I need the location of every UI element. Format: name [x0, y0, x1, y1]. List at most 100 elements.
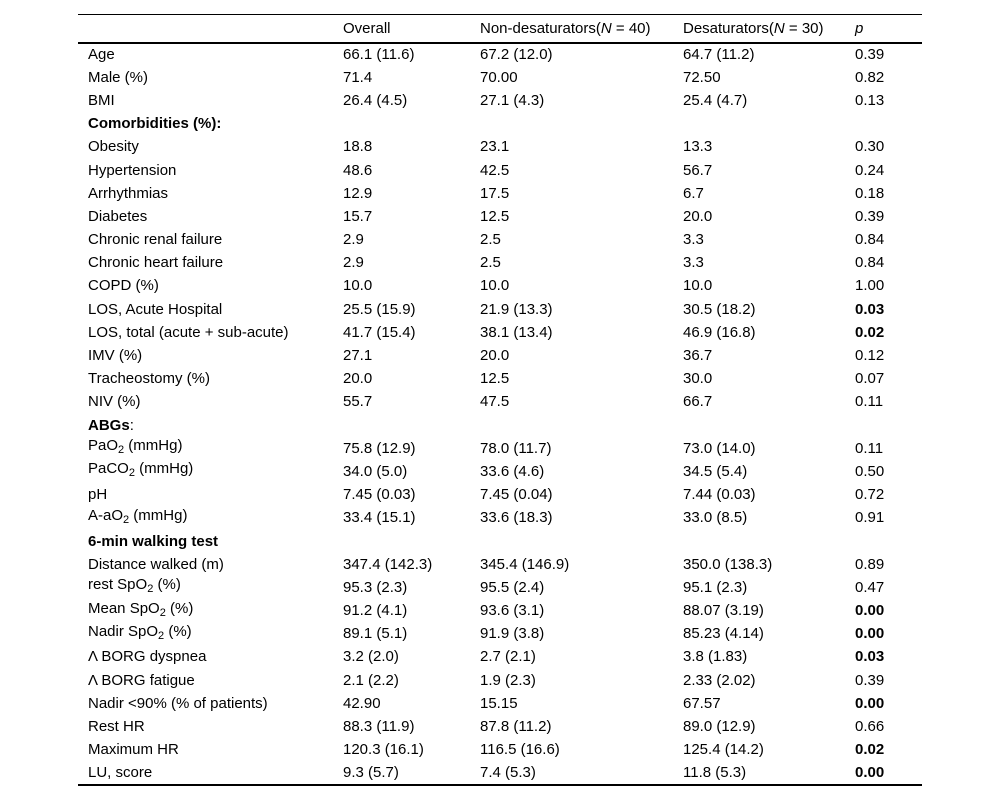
value-cell: 11.8 (5.3) — [683, 763, 747, 781]
value-cell: 2.33 (2.02) — [683, 671, 756, 689]
p-value-cell: 0.39 — [855, 207, 885, 225]
row-label-cell: Tracheostomy (%) — [78, 367, 343, 390]
value-cell: 93.6 (3.1) — [480, 602, 545, 620]
value-cell: 42.5 — [480, 161, 510, 179]
p-value-cell: 0.07 — [855, 370, 885, 388]
text-segment: PaCO — [88, 460, 129, 478]
p-value-cell: 0.24 — [855, 161, 885, 179]
row-label-cell: Male (%) — [78, 66, 343, 89]
column-header: Overall — [343, 14, 480, 44]
value-cell: 55.7 — [343, 393, 373, 411]
p-value-cell: 0.02 — [855, 323, 885, 341]
row-label-cell: pH — [78, 483, 343, 506]
value-cell: 34.5 (5.4) — [683, 462, 748, 480]
row-label-cell: NIV (%) — [78, 390, 343, 413]
bold-text-segment: Comorbidities (%): — [88, 115, 222, 133]
table-row: pH 7.45 (0.03) 7.45 (0.04) 7.44 (0.03) 0.72 — [78, 483, 922, 506]
value-cell: 7.44 (0.03) — [683, 486, 756, 504]
value-cell: 345.4 (146.9) — [480, 555, 570, 573]
value-cell: 56.7 — [683, 161, 713, 179]
table-row: Λ BORG fatigue 2.1 (2.2) 1.9 (2.3) 2.33 (2.… — [78, 669, 922, 692]
row-label-cell: PaO2 (mmHg) — [78, 437, 343, 460]
table-row: PaCO2 (mmHg) 34.0 (5.0) 33.6 (4.6) 34.5 (5.… — [78, 460, 922, 483]
p-value-cell: 1.00 — [855, 277, 885, 295]
value-cell — [683, 529, 855, 552]
text-segment: LOS, Acute Hospital — [88, 300, 223, 318]
row-label-cell: Λ BORG fatigue — [78, 669, 343, 692]
p-value-cell: 0.91 — [855, 509, 885, 527]
p-value-cell: 0.13 — [855, 91, 885, 109]
value-cell: 72.50 — [683, 68, 721, 86]
text-segment: : — [129, 416, 134, 434]
row-label-cell: Hypertension — [78, 158, 343, 181]
value-cell: 64.7 (11.2) — [683, 46, 755, 64]
value-cell: 21.9 (13.3) — [480, 300, 553, 318]
text-segment: (%) — [153, 576, 181, 594]
p-value-cell: 0.84 — [855, 254, 885, 272]
subscript-text-segment: 2 — [159, 606, 166, 619]
p-value-cell: 0.84 — [855, 231, 885, 249]
value-cell: 347.4 (142.3) — [343, 555, 433, 573]
column-header: Desaturators(N = 30) — [683, 14, 855, 44]
value-cell — [683, 414, 855, 437]
text-segment: Overall — [343, 19, 391, 37]
value-cell: 66.1 (11.6) — [343, 46, 415, 64]
text-segment: Chronic renal failure — [88, 231, 223, 249]
row-label-cell: A-aO2 (mmHg) — [78, 506, 343, 529]
text-segment: = 40) — [611, 19, 651, 37]
text-segment: Desaturators( — [683, 19, 774, 37]
value-cell — [480, 112, 683, 135]
row-label-cell: rest SpO2 (%) — [78, 576, 343, 599]
value-cell: 67.57 — [683, 694, 721, 712]
value-cell: 2.5 — [480, 254, 501, 272]
p-value-cell: 0.50 — [855, 462, 885, 480]
value-cell: 78.0 (11.7) — [480, 439, 552, 457]
table-row: Chronic heart failure 2.9 2.5 3.3 0.84 — [78, 251, 922, 274]
value-cell: 30.0 — [683, 370, 713, 388]
italic-text-segment: N — [600, 19, 612, 37]
value-cell: 67.2 (12.0) — [480, 46, 553, 64]
table-row: Obesity 18.8 23.1 13.3 0.30 — [78, 135, 922, 158]
text-segment: COPD (%) — [88, 277, 159, 295]
text-segment: Non-desaturators( — [480, 19, 601, 37]
p-value-cell: 0.82 — [855, 68, 885, 86]
text-segment: = 30) — [784, 19, 824, 37]
value-cell — [683, 112, 855, 135]
bold-text-segment: ABGs — [88, 416, 130, 434]
value-cell: 20.0 — [480, 347, 510, 365]
table-row: BMI 26.4 (4.5) 27.1 (4.3) 25.4 (4.7) 0.13 — [78, 89, 922, 112]
text-segment: Nadir <90% (% of patients) — [88, 694, 268, 712]
table-row: IMV (%) 27.1 20.0 36.7 0.12 — [78, 344, 922, 367]
column-header: p — [855, 14, 922, 44]
value-cell: 48.6 — [343, 161, 373, 179]
value-cell: 23.1 — [480, 138, 510, 156]
p-value-cell: 0.03 — [855, 648, 885, 666]
row-label-cell: Nadir SpO2 (%) — [78, 622, 343, 645]
text-segment: A-aO — [88, 506, 124, 524]
value-cell: 3.3 — [683, 254, 704, 272]
value-cell: 41.7 (15.4) — [343, 323, 416, 341]
table-row: Mean SpO2 (%) 91.2 (4.1) 93.6 (3.1) 88.07 (… — [78, 599, 922, 622]
column-header: Non-desaturators(N = 40) — [480, 14, 683, 44]
value-cell: 89.1 (5.1) — [343, 625, 408, 643]
p-value-cell: 0.72 — [855, 486, 885, 504]
text-segment: Diabetes — [88, 207, 148, 225]
baseline-characteristics-table: Overall Non-desaturators(N = 40) Desaturat… — [78, 14, 922, 786]
value-cell: 27.1 (4.3) — [480, 91, 545, 109]
value-cell: 7.4 (5.3) — [480, 763, 536, 781]
p-value-cell: 0.30 — [855, 138, 885, 156]
value-cell: 46.9 (16.8) — [683, 323, 756, 341]
value-cell: 95.3 (2.3) — [343, 578, 408, 596]
table-row: Chronic renal failure 2.9 2.5 3.3 0.84 — [78, 228, 922, 251]
text-segment: Age — [88, 46, 115, 64]
text-segment: (%) — [164, 622, 192, 640]
table-row: PaO2 (mmHg) 75.8 (12.9) 78.0 (11.7) 73.0 (1… — [78, 437, 922, 460]
text-segment: IMV (%) — [88, 347, 143, 365]
p-value-cell — [855, 529, 922, 552]
text-segment: (%) — [165, 599, 194, 617]
table-row: Nadir SpO2 (%) 89.1 (5.1) 91.9 (3.8) 85.23 … — [78, 622, 922, 645]
value-cell: 36.7 — [683, 347, 713, 365]
p-value-cell: 0.47 — [855, 578, 885, 596]
p-value-cell: 0.12 — [855, 347, 885, 365]
value-cell — [343, 529, 480, 552]
